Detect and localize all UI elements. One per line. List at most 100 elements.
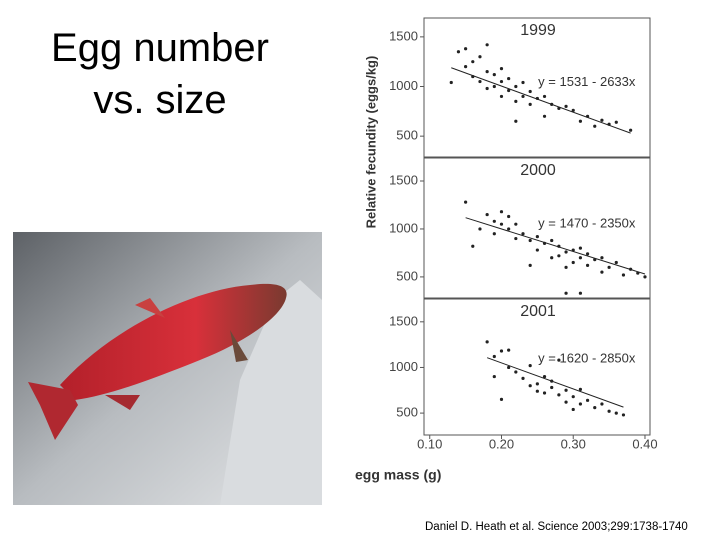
- data-point: [600, 402, 604, 406]
- y-tick-label: 1500: [389, 172, 418, 187]
- data-point: [550, 385, 554, 390]
- trend-equation: y = 1470 - 2350x: [538, 215, 636, 230]
- data-point: [614, 411, 618, 415]
- data-point: [514, 84, 518, 89]
- y-tick-label: 1000: [389, 78, 418, 93]
- data-point: [535, 96, 539, 101]
- data-point: [521, 94, 525, 99]
- data-point: [499, 349, 504, 353]
- data-point: [585, 263, 590, 267]
- data-point: [542, 114, 547, 118]
- panel-title: 2001: [520, 303, 556, 320]
- data-point: [593, 124, 597, 128]
- data-point: [585, 398, 590, 402]
- data-point: [571, 395, 575, 399]
- panel-frame: [423, 157, 651, 299]
- x-axis-label: egg mass (g): [355, 467, 441, 483]
- data-point: [621, 273, 626, 277]
- trend-line: [451, 67, 631, 134]
- data-point: [557, 393, 561, 397]
- data-point: [550, 379, 554, 383]
- data-point: [514, 222, 518, 226]
- data-point: [629, 128, 633, 132]
- y-tick-label: 500: [396, 128, 418, 143]
- data-point: [499, 210, 504, 214]
- panel-frame: [423, 17, 651, 158]
- data-point: [571, 260, 575, 265]
- data-point: [542, 94, 547, 99]
- data-point: [499, 94, 504, 99]
- data-point: [507, 365, 511, 370]
- data-point: [507, 88, 511, 93]
- data-point: [571, 407, 575, 412]
- y-tick-label: 500: [396, 405, 418, 420]
- data-point: [542, 241, 547, 245]
- data-point: [535, 248, 539, 252]
- data-point: [578, 387, 583, 391]
- data-point: [492, 84, 496, 89]
- data-point: [514, 370, 518, 374]
- data-point: [542, 391, 547, 395]
- data-point: [449, 80, 453, 85]
- data-point: [485, 212, 489, 217]
- data-point: [528, 384, 532, 388]
- data-point: [600, 270, 604, 274]
- slide-title: Egg number vs. size: [51, 26, 269, 122]
- data-point: [600, 118, 604, 122]
- data-point: [564, 400, 568, 404]
- data-point: [578, 402, 583, 406]
- data-point: [499, 397, 504, 402]
- data-point: [593, 258, 597, 262]
- data-point: [485, 70, 489, 74]
- y-tick-label: 1500: [389, 28, 418, 43]
- data-point: [578, 119, 583, 123]
- data-point: [485, 86, 489, 91]
- citation: Daniel D. Heath et al. Science 2003;299:…: [425, 521, 688, 533]
- data-point: [607, 265, 611, 269]
- data-point: [593, 406, 597, 410]
- panel-title: 2000: [520, 162, 556, 179]
- data-point: [464, 47, 468, 51]
- data-point: [578, 291, 583, 295]
- data-point: [550, 238, 554, 243]
- data-point: [636, 271, 640, 275]
- data-point: [492, 72, 496, 77]
- data-point: [499, 222, 504, 226]
- data-point: [485, 43, 489, 47]
- data-point: [535, 382, 539, 386]
- panel-title: 1999: [520, 22, 556, 39]
- x-tick-label: 0.30: [561, 436, 586, 451]
- data-point: [629, 267, 633, 271]
- x-tick-label: 0.10: [417, 436, 442, 451]
- data-point: [492, 374, 496, 379]
- trend-equation: y = 1620 - 2850x: [538, 351, 636, 366]
- data-point: [456, 50, 461, 54]
- data-point: [485, 340, 489, 344]
- data-point: [507, 76, 511, 81]
- data-point: [471, 244, 475, 248]
- data-point: [528, 238, 532, 243]
- y-tick-label: 500: [396, 268, 418, 283]
- y-axis-label: Relative fecundity (eggs/kg): [363, 56, 378, 229]
- data-point: [471, 60, 475, 64]
- data-point: [614, 120, 618, 124]
- trend-equation: y = 1531 - 2633x: [538, 74, 636, 89]
- data-point: [528, 102, 532, 106]
- data-point: [550, 102, 554, 106]
- data-point: [564, 104, 568, 108]
- data-point: [557, 244, 561, 248]
- x-tick-label: 0.20: [489, 436, 514, 451]
- data-point: [571, 108, 575, 112]
- salmon-photo: [13, 232, 322, 505]
- data-point: [564, 291, 568, 295]
- data-point: [542, 374, 547, 379]
- data-point: [521, 376, 525, 381]
- data-point: [471, 74, 475, 79]
- y-tick-label: 1500: [389, 313, 418, 328]
- data-point: [564, 250, 568, 254]
- data-point: [528, 263, 532, 267]
- data-point: [578, 256, 583, 260]
- data-point: [607, 409, 611, 413]
- data-point: [478, 227, 482, 231]
